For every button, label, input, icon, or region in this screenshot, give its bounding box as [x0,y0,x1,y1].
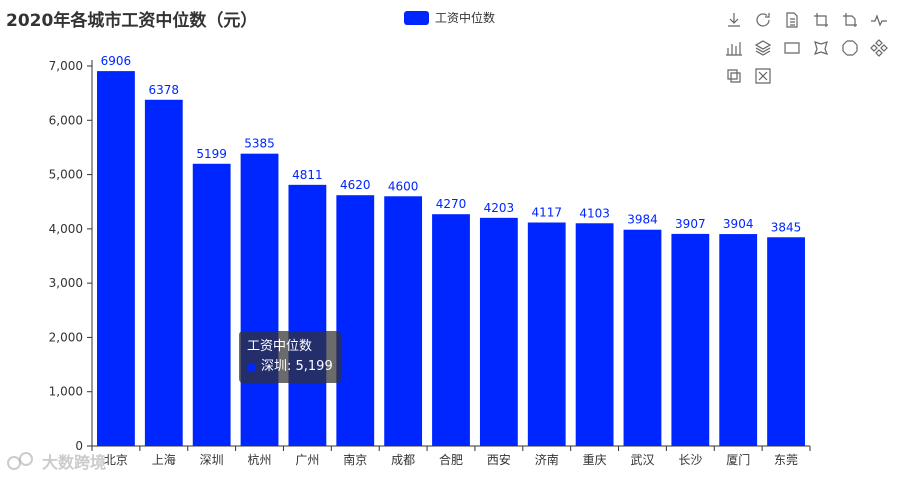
bar[interactable] [767,237,805,446]
data-label: 4103 [579,206,610,220]
data-label: 4600 [388,179,419,193]
data-label: 6378 [149,83,180,97]
x-tick-label: 成都 [391,453,415,467]
bar[interactable] [527,222,566,446]
tooltip-title: 工资中位数 [247,339,313,354]
y-tick-label: 7,000 [49,59,83,73]
x-tick-label: 济南 [535,452,559,467]
data-label: 3845 [771,220,802,234]
download-icon[interactable] [724,10,744,30]
y-tick-label: 3,000 [49,276,83,290]
lasso-select-icon[interactable] [811,38,831,58]
bar[interactable] [240,153,279,446]
data-label: 4203 [484,201,515,215]
x-tick-label: 东莞 [774,453,798,467]
tooltip-marker [247,362,256,372]
bar[interactable] [671,233,710,446]
x-tick-label: 深圳 [200,453,224,467]
bar[interactable] [623,229,662,446]
y-tick-label: 1,000 [49,385,83,399]
bar-chart-icon[interactable] [724,38,744,58]
watermark-text: 大数跨境 [42,453,107,472]
bar[interactable] [719,234,758,446]
legend-label: 工资中位数 [435,11,496,25]
rect-select-icon[interactable] [782,38,802,58]
x-tick-label: 南京 [343,452,367,467]
brush-icon[interactable] [724,66,744,86]
bar[interactable] [288,184,327,446]
legend-swatch [404,10,429,25]
bar[interactable] [479,217,518,446]
clear-select-icon[interactable] [869,38,889,58]
bar[interactable] [575,223,614,446]
bar[interactable] [384,196,423,446]
legend-item[interactable]: 工资中位数 [404,9,495,26]
watermark: 大数跨境 [6,449,106,473]
bar[interactable] [336,195,375,446]
x-tick-label: 厦门 [726,452,750,467]
bar[interactable] [432,214,470,446]
data-label: 3907 [675,217,706,231]
data-label: 4270 [436,197,467,211]
stack-icon[interactable] [753,38,773,58]
keep-select-icon[interactable] [840,38,860,58]
bar[interactable] [192,163,231,447]
watermark-logo-icon [7,452,33,470]
zoom-reset-icon[interactable] [840,10,860,30]
x-tick-label: 重庆 [583,453,607,467]
data-label: 3904 [723,217,754,231]
data-label: 4117 [531,206,562,220]
x-tick-label: 广州 [295,453,319,467]
data-label: 3984 [627,213,658,227]
data-view-icon[interactable] [782,10,802,30]
x-tick-label: 长沙 [678,453,702,467]
data-label: 5199 [196,147,227,161]
x-tick-label: 上海 [152,452,176,467]
y-tick-label: 2,000 [49,330,83,344]
y-tick-label: 6,000 [49,113,83,127]
x-tick-label: 北京 [104,453,128,467]
y-tick-label: 4,000 [49,222,83,236]
y-tick-label: 5,000 [49,168,83,182]
zoom-icon[interactable] [811,10,831,30]
data-label: 5385 [244,137,275,151]
x-tick-label: 杭州 [248,452,272,467]
clear-brush-icon[interactable] [753,66,773,86]
tooltip-value: 深圳: 5,199 [261,359,333,374]
bar[interactable] [97,71,135,447]
data-label: 4620 [340,178,371,192]
bar[interactable] [144,99,183,446]
tooltip: 工资中位数 深圳: 5,199 [239,331,341,383]
x-tick-label: 西安 [487,452,511,467]
data-label: 4811 [292,168,323,182]
x-tick-label: 武汉 [630,453,654,467]
refresh-icon[interactable] [753,10,773,30]
y-tick-label: 0 [75,439,83,453]
line-chart-icon[interactable] [869,10,889,30]
chart-title: 2020年各城市工资中位数（元） [6,11,258,31]
data-label: 6906 [101,54,132,68]
x-tick-label: 合肥 [439,452,463,467]
